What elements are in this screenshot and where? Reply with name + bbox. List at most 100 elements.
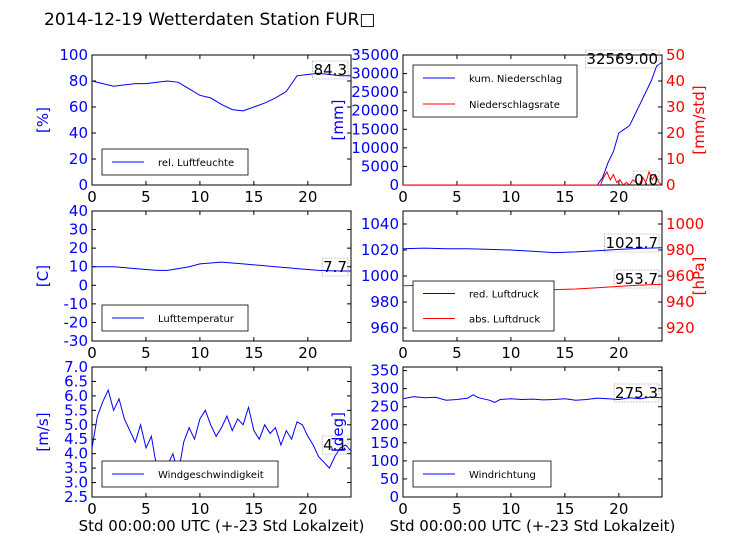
y-tick-label: 20000 — [351, 102, 399, 120]
x-axis-label: Std 00:00:00 UTC (+-23 Std Lokalzeit) — [79, 517, 365, 535]
legend-label: Windgeschwindigkeit — [158, 470, 264, 481]
value-annotation: 0.0 — [634, 171, 658, 189]
y-tick-label: 20 — [69, 150, 88, 168]
plot-frame-winddirection — [402, 366, 663, 498]
y2-tick-label: 920 — [666, 319, 695, 337]
y-tick-label: 6.0 — [64, 387, 88, 405]
legend-label: rel. Luftfeuchte — [158, 158, 234, 169]
x-tick-label: 15 — [555, 500, 574, 518]
x-tick-label: 20 — [298, 188, 317, 206]
legend-label: red. Luftdruck — [469, 290, 539, 301]
y-tick-label: 60 — [69, 98, 88, 116]
y-tick-label: 6.5 — [64, 372, 88, 390]
series-line-windgeschwindigkeit — [92, 388, 351, 478]
annotation-box — [321, 435, 349, 455]
y-tick-label: 3.0 — [64, 474, 88, 492]
y-tick-label: 1040 — [361, 215, 399, 233]
y-tick-label: 100 — [59, 46, 88, 64]
y-tick-label: 15000 — [351, 120, 399, 138]
y-axis-label: [deg] — [329, 412, 347, 452]
legend-box — [412, 64, 578, 118]
y-tick-label: 30 — [69, 221, 88, 239]
value-annotation: 4.1 — [323, 436, 347, 454]
annotation-box — [632, 170, 660, 190]
x-tick-label: 10 — [190, 500, 209, 518]
y-tick-label: 50 — [380, 470, 399, 488]
y-tick-label: 5.0 — [64, 416, 88, 434]
x-tick-label: 10 — [190, 188, 209, 206]
series-line-windrichtung — [403, 394, 662, 403]
y-tick-label: 4.0 — [64, 445, 88, 463]
y2-tick-label: 20 — [666, 124, 685, 142]
legend-label: kum. Niederschlag — [469, 74, 562, 85]
y-tick-label: 5000 — [361, 157, 399, 175]
x-tick-label: 0 — [398, 500, 408, 518]
x-tick-label: 10 — [501, 188, 520, 206]
y-tick-label: 250 — [370, 398, 399, 416]
series-line-niederschlagsrate — [403, 170, 662, 185]
value-annotation: 953.7 — [615, 270, 658, 288]
x-tick-label: 0 — [87, 500, 97, 518]
x-tick-label: 5 — [452, 188, 462, 206]
y-tick-label: 300 — [370, 380, 399, 398]
x-tick-label: 5 — [141, 188, 151, 206]
y-tick-label: 200 — [370, 416, 399, 434]
y2-axis-label: [mm/std] — [690, 85, 708, 154]
y2-tick-label: 10 — [666, 150, 685, 168]
legend-label: Lufttemperatur — [158, 314, 235, 325]
legend-label: abs. Luftdruck — [469, 315, 540, 326]
x-tick-label: 5 — [141, 344, 151, 362]
x-tick-label: 0 — [398, 344, 408, 362]
x-tick-label: 0 — [398, 188, 408, 206]
y-axis-label: [mm] — [329, 100, 347, 141]
y-tick-label: 4.5 — [64, 430, 88, 448]
x-tick-label: 20 — [609, 344, 628, 362]
plot-frame-windspeed — [91, 366, 352, 498]
series-line-red-luftdruck — [403, 247, 662, 254]
legend-label: Niederschlagsrate — [469, 100, 560, 111]
x-tick-label: 10 — [501, 500, 520, 518]
y2-tick-label: 40 — [666, 72, 685, 90]
annotation-box — [321, 257, 349, 277]
y-tick-label: 30000 — [351, 65, 399, 83]
x-tick-label: 15 — [244, 344, 263, 362]
y-tick-label: 0 — [78, 276, 88, 294]
y2-tick-label: 0 — [666, 176, 676, 194]
y-tick-label: 7.0 — [64, 358, 88, 376]
value-annotation: 7.7 — [323, 258, 347, 276]
x-tick-label: 0 — [87, 344, 97, 362]
x-tick-label: 10 — [190, 344, 209, 362]
x-tick-label: 20 — [298, 500, 317, 518]
y-tick-label: 100 — [370, 452, 399, 470]
x-axis-label: Std 00:00:00 UTC (+-23 Std Lokalzeit) — [390, 517, 676, 535]
y-tick-label: 10 — [69, 258, 88, 276]
y-tick-label: 3.5 — [64, 459, 88, 477]
y-tick-label: 35000 — [351, 46, 399, 64]
x-tick-label: 15 — [555, 344, 574, 362]
legend-box — [412, 280, 555, 332]
y-axis-label: [C] — [34, 265, 52, 287]
x-tick-label: 15 — [244, 188, 263, 206]
y2-tick-label: 940 — [666, 293, 695, 311]
y-axis-label: [m/s] — [34, 412, 52, 451]
y-tick-label: 350 — [370, 362, 399, 380]
y2-tick-label: 960 — [666, 267, 695, 285]
y-tick-label: 40 — [69, 202, 88, 220]
x-tick-label: 15 — [555, 188, 574, 206]
y-axis-label: [%] — [34, 107, 52, 133]
y-tick-label: 150 — [370, 434, 399, 452]
value-annotation: 84.3 — [314, 61, 347, 79]
y-tick-label: 10000 — [351, 139, 399, 157]
y-tick-label: -30 — [64, 332, 89, 350]
y-tick-label: 980 — [370, 293, 399, 311]
annotation-box — [312, 60, 349, 80]
x-tick-label: 20 — [609, 188, 628, 206]
series-line-kum-niederschlag — [403, 61, 662, 185]
x-tick-label: 20 — [609, 500, 628, 518]
y2-tick-label: 50 — [666, 46, 685, 64]
y-tick-label: 0 — [389, 176, 399, 194]
y-tick-label: 2.5 — [64, 488, 88, 506]
x-tick-label: 20 — [298, 344, 317, 362]
y-tick-label: 960 — [370, 319, 399, 337]
y-tick-label: 0 — [389, 488, 399, 506]
